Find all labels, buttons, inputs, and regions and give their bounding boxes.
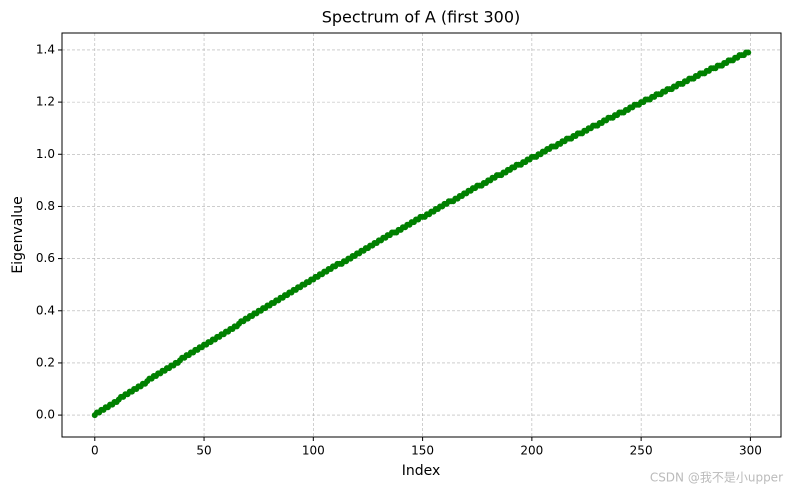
point (745, 49, 752, 56)
y-tick-label: 1.4 (36, 42, 55, 56)
watermark: CSDN @我不是小upper (650, 471, 783, 485)
y-axis-label: Eigenvalue (10, 196, 26, 273)
y-tick-label: 0.4 (36, 303, 55, 317)
y-tick-label: 0.8 (36, 199, 55, 213)
x-tick-label: 50 (196, 444, 211, 458)
x-tick-label: 100 (302, 444, 325, 458)
x-tick-label: 250 (630, 444, 653, 458)
chart-title: Spectrum of A (first 300) (322, 8, 521, 27)
y-tick-label: 1.2 (36, 95, 55, 109)
x-tick-label: 300 (739, 444, 762, 458)
x-tick-label: 0 (91, 444, 99, 458)
x-tick-label: 200 (520, 444, 543, 458)
y-tick-label: 1.0 (36, 147, 55, 161)
x-tick-label: 150 (411, 444, 434, 458)
y-tick-label: 0.6 (36, 251, 55, 265)
plot-frame (61, 32, 782, 438)
x-axis-label: Index (402, 463, 441, 479)
y-tick-label: 0.0 (36, 408, 55, 422)
y-tick-label: 0.2 (36, 355, 55, 369)
